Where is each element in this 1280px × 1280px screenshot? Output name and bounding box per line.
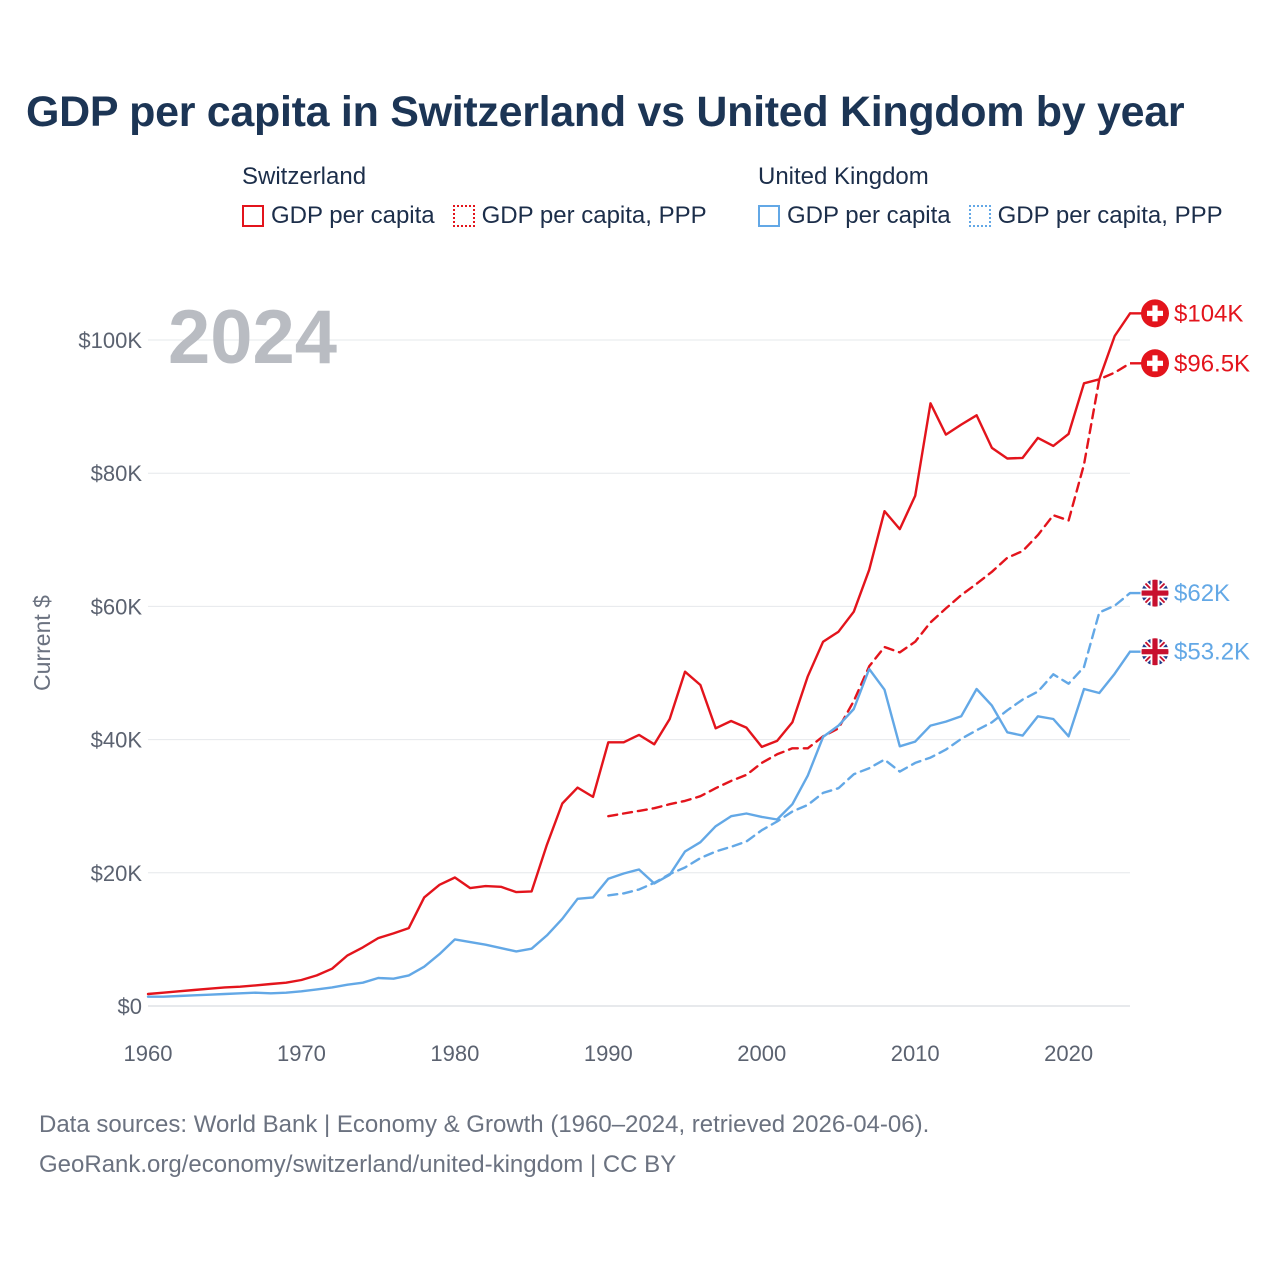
uk-flag-icon [1140, 637, 1170, 667]
legend-swatch-solid-icon [242, 205, 264, 227]
y-axis-label: Current $ [29, 595, 55, 691]
x-tick-label: 1980 [430, 1041, 479, 1066]
y-tick-label: $80K [91, 461, 143, 486]
legend-item-label: GDP per capita [271, 202, 435, 229]
legend-group-united-kingdom: United Kingdom GDP per capita GDP per ca… [758, 160, 1223, 230]
y-tick-label: $0 [118, 994, 142, 1019]
legend-item-label: GDP per capita [787, 202, 951, 229]
legend-item-label: GDP per capita, PPP [997, 202, 1223, 229]
y-tick-label: $20K [91, 861, 143, 886]
end-value-label: $104K [1174, 300, 1243, 327]
uk-flag-icon [1140, 578, 1170, 608]
legend-item-switzerland-gdp-ppp[interactable]: GDP per capita, PPP [452, 202, 707, 230]
series-lines [146, 312, 1132, 998]
year-label: 2024 [168, 295, 337, 380]
data-source-note: Data sources: World Bank | Economy & Gro… [39, 1105, 929, 1185]
flag-cross-v [1152, 305, 1158, 322]
legend-group-switzerland: Switzerland GDP per capita GDP per capit… [242, 160, 707, 230]
series-line-1[interactable] [607, 362, 1132, 818]
series-line-3[interactable] [607, 591, 1132, 897]
end-value-label: $62K [1174, 580, 1230, 607]
source-line-1: Data sources: World Bank | Economy & Gro… [39, 1111, 930, 1138]
legend-country-switzerland: Switzerland [242, 163, 367, 190]
y-tick-label: $60K [91, 594, 143, 619]
legend-country-united-kingdom: United Kingdom [758, 163, 929, 190]
x-tick-label: 2020 [1044, 1041, 1093, 1066]
switzerland-flag-icon [1141, 349, 1169, 378]
legend-item-uk-gdp-ppp[interactable]: GDP per capita, PPP [968, 202, 1223, 230]
grid-lines [148, 339, 1130, 1007]
y-tick-label: $40K [91, 728, 143, 753]
y-tick-label: $100K [78, 328, 142, 353]
series-line-2[interactable] [146, 650, 1132, 998]
x-tick-label: 1990 [584, 1041, 633, 1066]
switzerland-flag-icon [1141, 299, 1169, 328]
legend-item-label: GDP per capita, PPP [481, 202, 707, 229]
x-tick-label: 1960 [124, 1041, 173, 1066]
series-line-0[interactable] [146, 312, 1132, 996]
legend-swatch-solid-icon [758, 205, 780, 227]
x-tick-label: 1970 [277, 1041, 326, 1066]
legend-item-switzerland-gdp[interactable]: GDP per capita [242, 202, 435, 230]
flag-cross-red-v [1152, 637, 1158, 666]
flag-cross-red-v [1152, 579, 1158, 608]
x-tick-label: 2000 [737, 1041, 786, 1066]
legend-item-uk-gdp[interactable]: GDP per capita [758, 202, 951, 230]
legend-swatch-dotted-icon [968, 205, 991, 227]
series-end-labels: $104K $96.5K $53.2K $62K [1130, 299, 1250, 667]
flag-cross-v [1152, 355, 1158, 372]
x-tick-label: 2010 [891, 1041, 940, 1066]
source-line-2[interactable]: GeoRank.org/economy/switzerland/united-k… [39, 1151, 677, 1178]
chart-title: GDP per capita in Switzerland vs United … [26, 88, 1185, 136]
end-value-label: $96.5K [1174, 350, 1250, 377]
x-axis-ticks: 1960 1970 1980 1990 2000 2010 2020 [124, 1041, 1094, 1066]
y-axis-ticks: $0 $20K $40K $60K $80K $100K [78, 328, 142, 1019]
legend-swatch-dotted-icon [452, 205, 475, 227]
end-value-label: $53.2K [1174, 639, 1250, 666]
